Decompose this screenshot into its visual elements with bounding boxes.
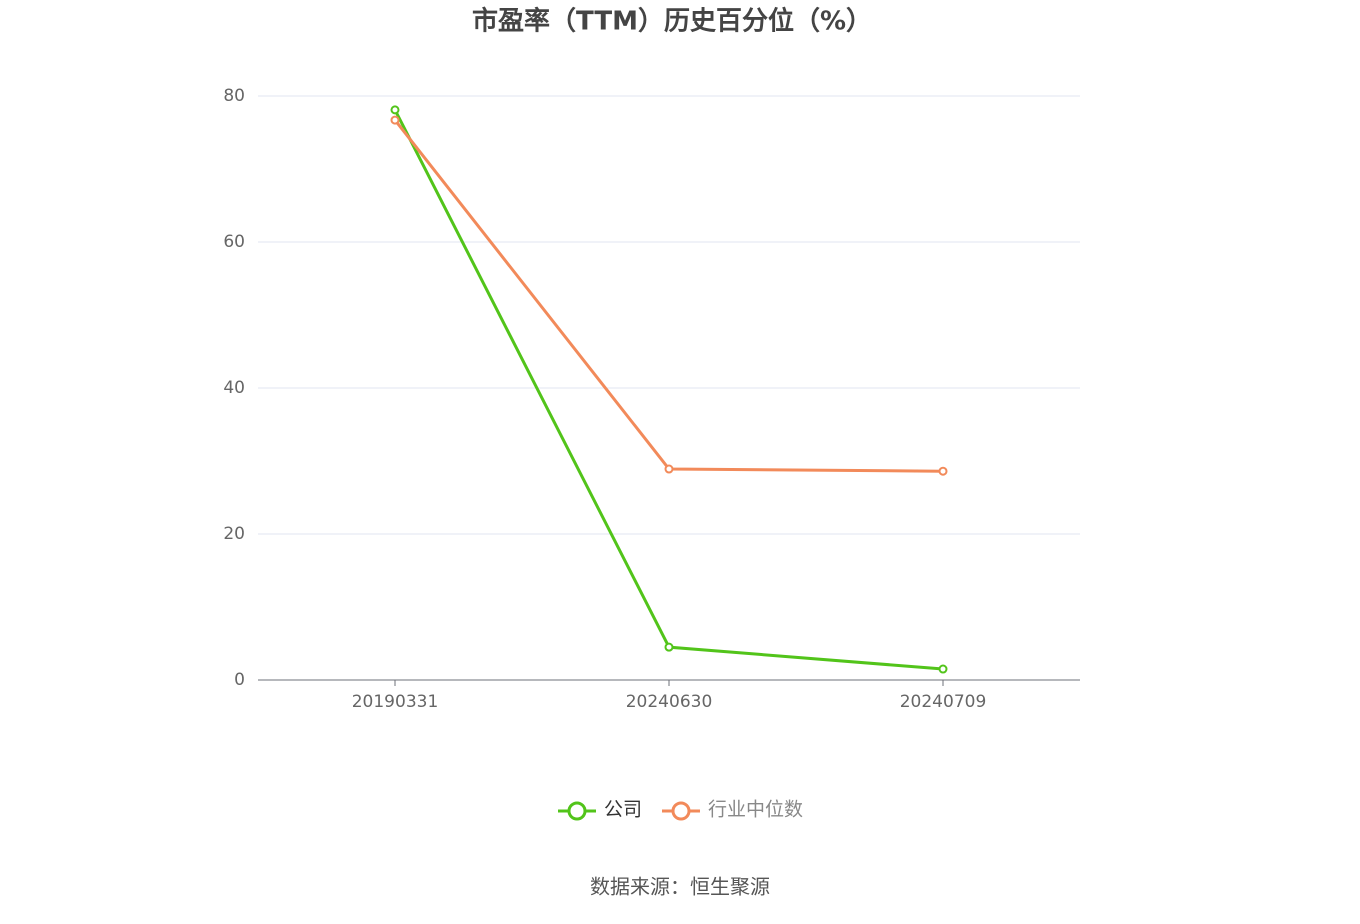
x-tick-label: 20240709 — [900, 692, 987, 712]
legend-marker — [567, 801, 587, 821]
y-tick-label: 40 — [223, 378, 245, 398]
series-line — [393, 119, 944, 473]
y-tick-label: 80 — [223, 86, 245, 106]
legend-label: 公司 — [604, 799, 642, 821]
legend-marker — [671, 801, 691, 821]
x-tick-label: 20240630 — [626, 692, 713, 712]
point — [390, 115, 400, 125]
point — [938, 664, 948, 674]
point — [664, 464, 674, 474]
point — [938, 466, 948, 476]
y-tick-label: 20 — [223, 524, 245, 544]
series-line — [393, 109, 944, 671]
y-tick-label: 60 — [223, 232, 245, 252]
source: 数据来源：恒生聚源 — [590, 875, 770, 899]
y-tick-label: 0 — [234, 670, 245, 690]
chart-title: 市盈率（TTM）历史百分位（%） — [472, 6, 872, 37]
legend-label: 行业中位数 — [708, 799, 803, 821]
x-tick-label: 20190331 — [352, 692, 439, 712]
point — [390, 105, 400, 115]
point — [664, 642, 674, 652]
